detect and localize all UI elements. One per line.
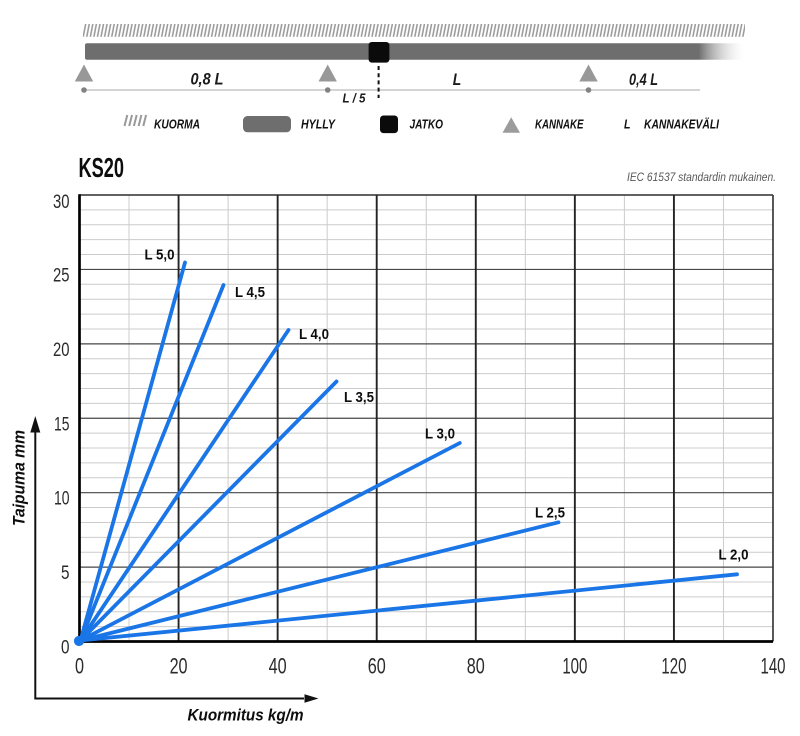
svg-text:15: 15 <box>54 413 70 435</box>
svg-text:L 5,0: L 5,0 <box>145 247 175 264</box>
svg-text:60: 60 <box>368 654 386 679</box>
svg-text:L 3,5: L 3,5 <box>344 389 374 406</box>
svg-text:KS20: KS20 <box>79 152 125 183</box>
svg-text:L 2,0: L 2,0 <box>719 547 749 564</box>
svg-text:Kuormitus kg/m: Kuormitus kg/m <box>188 706 304 725</box>
svg-text:0,8 L: 0,8 L <box>191 71 224 89</box>
svg-text:Taipuma mm: Taipuma mm <box>10 430 29 526</box>
svg-text:0: 0 <box>61 637 70 659</box>
svg-text:0: 0 <box>75 654 84 679</box>
svg-text:80: 80 <box>467 654 485 679</box>
svg-text:0,4 L: 0,4 L <box>629 71 658 89</box>
svg-text:L 4,5: L 4,5 <box>235 284 265 301</box>
svg-text:10: 10 <box>54 488 70 510</box>
svg-text:L: L <box>624 118 631 132</box>
svg-text:KANNAKE: KANNAKE <box>535 118 584 132</box>
svg-text:120: 120 <box>661 654 686 679</box>
svg-text:L 3,0: L 3,0 <box>425 426 455 443</box>
svg-text:L 4,0: L 4,0 <box>299 326 329 343</box>
svg-text:L: L <box>453 71 462 89</box>
svg-text:25: 25 <box>53 264 70 286</box>
svg-text:IEC 61537 standardin mukainen.: IEC 61537 standardin mukainen. <box>627 172 776 184</box>
svg-text:L / 5: L / 5 <box>343 92 367 106</box>
svg-text:L 2,5: L 2,5 <box>535 505 565 522</box>
svg-text:20: 20 <box>170 654 188 679</box>
svg-text:100: 100 <box>562 654 587 679</box>
svg-text:5: 5 <box>61 562 70 584</box>
svg-text:HYLLY: HYLLY <box>301 118 336 132</box>
svg-text:JATKO: JATKO <box>410 118 444 132</box>
svg-text:30: 30 <box>53 191 70 213</box>
svg-text:40: 40 <box>269 654 287 679</box>
svg-text:KANNAKEVÄLI: KANNAKEVÄLI <box>644 117 719 132</box>
svg-text:20: 20 <box>53 339 70 361</box>
svg-text:KUORMA: KUORMA <box>154 118 200 132</box>
svg-text:140: 140 <box>760 654 785 679</box>
